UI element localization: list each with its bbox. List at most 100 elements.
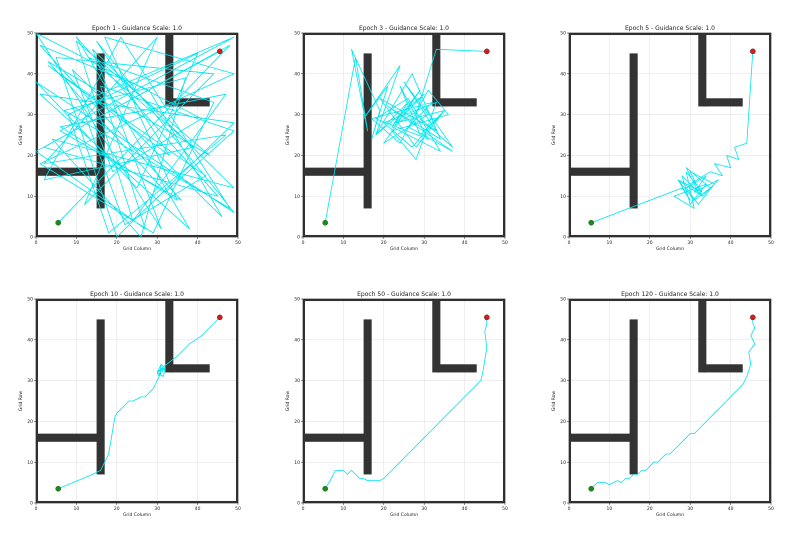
wall — [303, 235, 505, 237]
y-tick-label: 30 — [27, 378, 33, 384]
wall — [569, 501, 771, 503]
goal-point — [484, 315, 489, 320]
chart-title: Epoch 1 - Guidance Scale: 1.0 — [92, 25, 182, 32]
x-axis-label: Grid Column — [390, 512, 418, 518]
plot-area — [569, 299, 771, 503]
x-tick-label: 50 — [502, 240, 508, 246]
wall — [303, 434, 368, 442]
wall — [569, 299, 571, 503]
wall — [303, 299, 305, 503]
x-axis-label: Grid Column — [123, 512, 151, 518]
x-tick-label: 50 — [502, 506, 508, 512]
x-axis-label: Grid Column — [656, 246, 684, 252]
x-tick-label: 40 — [462, 240, 468, 246]
y-tick-label: 20 — [560, 419, 566, 425]
y-tick-label: 50 — [294, 31, 300, 37]
x-tick-label: 50 — [768, 240, 774, 246]
y-tick-label: 30 — [27, 112, 33, 118]
wall — [630, 53, 638, 208]
y-axis-label: Grid Row — [285, 125, 291, 146]
wall — [303, 33, 505, 35]
x-tick-label: 0 — [35, 506, 38, 512]
y-tick-label: 30 — [294, 378, 300, 384]
y-axis-label: Grid Row — [551, 391, 557, 412]
y-axis-label: Grid Row — [551, 125, 557, 146]
chart-panel-6: 0 10 20 30 40 5001020304050Epoch 120 - Guidan… — [551, 291, 774, 518]
x-tick-label: 10 — [74, 506, 80, 512]
wall — [364, 319, 372, 474]
x-tick-label: 30 — [154, 506, 160, 512]
wall — [569, 299, 771, 301]
x-tick-label: 30 — [687, 240, 693, 246]
wall — [432, 299, 440, 372]
plot-area — [303, 299, 505, 503]
x-tick-label: 20 — [114, 240, 120, 246]
wall — [432, 33, 440, 106]
wall — [436, 98, 476, 106]
x-axis-label: Grid Column — [656, 512, 684, 518]
y-tick-label: 20 — [27, 153, 33, 159]
plot-area — [569, 33, 771, 237]
x-tick-label: 40 — [728, 240, 734, 246]
wall — [769, 33, 771, 237]
wall — [303, 501, 505, 503]
chart-title: Epoch 10 - Guidance Scale: 1.0 — [90, 291, 184, 298]
wall — [303, 33, 305, 237]
wall — [436, 364, 476, 372]
y-tick-label: 50 — [294, 297, 300, 303]
y-tick-label: 40 — [560, 71, 566, 77]
x-tick-label: 20 — [381, 506, 387, 512]
wall — [236, 33, 238, 237]
wall — [165, 299, 173, 372]
y-tick-label: 50 — [560, 297, 566, 303]
chart-panel-5: 0 10 20 30 40 50 0 10 20 30 40 50 Epoch 50 - Guidanc… — [285, 291, 508, 518]
wall — [169, 364, 209, 372]
wall — [36, 299, 38, 503]
x-tick-label: 40 — [728, 506, 734, 512]
goal-point — [484, 49, 489, 54]
x-tick-label: 30 — [687, 506, 693, 512]
y-tick-label: 10 — [27, 460, 33, 466]
y-tick-label: 30 — [560, 112, 566, 118]
start-point — [589, 486, 594, 491]
goal-point — [217, 49, 222, 54]
y-tick-label: 10 — [27, 194, 33, 200]
x-tick-label: 0 — [568, 240, 571, 246]
y-tick-label: 0 — [563, 501, 566, 507]
wall — [702, 364, 742, 372]
wall — [569, 235, 771, 237]
x-tick-label: 10 — [607, 240, 613, 246]
y-tick-label: 40 — [27, 337, 33, 343]
wall — [503, 33, 505, 237]
chart-panel-4: 0 10 20 30 40 50 0 10 20 30 40 50 Epoch 10 - Guidanc… — [18, 291, 241, 518]
x-tick-label: 20 — [647, 506, 653, 512]
wall — [36, 33, 238, 35]
y-tick-label: 50 — [560, 31, 566, 37]
wall — [698, 299, 706, 372]
x-tick-label: 40 — [195, 506, 201, 512]
start-point — [56, 220, 61, 225]
x-axis-label: Grid Column — [390, 246, 418, 252]
x-tick-label: 0 — [302, 240, 305, 246]
y-tick-label: 10 — [294, 194, 300, 200]
y-tick-label: 20 — [27, 419, 33, 425]
x-tick-label: 10 — [607, 506, 613, 512]
wall — [569, 434, 634, 442]
y-tick-label: 0 — [563, 235, 566, 241]
y-tick-label: 20 — [294, 153, 300, 159]
y-tick-label: 10 — [294, 460, 300, 466]
x-tick-label: 10 — [74, 240, 80, 246]
wall — [303, 299, 505, 301]
y-axis-label: Grid Row — [285, 391, 291, 412]
y-tick-label: 0 — [297, 235, 300, 241]
y-axis-label: Grid Row — [18, 391, 24, 412]
x-tick-label: 30 — [154, 240, 160, 246]
y-tick-label: 40 — [27, 71, 33, 77]
x-tick-label: 50 — [235, 506, 241, 512]
x-tick-label: 0 — [302, 506, 305, 512]
start-point — [323, 486, 328, 491]
chart-panel-1: 0 10 20 30 40 5001020304050Epoch 1 - Guidance… — [18, 25, 241, 252]
chart-title: Epoch 50 - Guidance Scale: 1.0 — [357, 291, 451, 298]
wall — [698, 33, 706, 106]
wall — [36, 235, 238, 237]
